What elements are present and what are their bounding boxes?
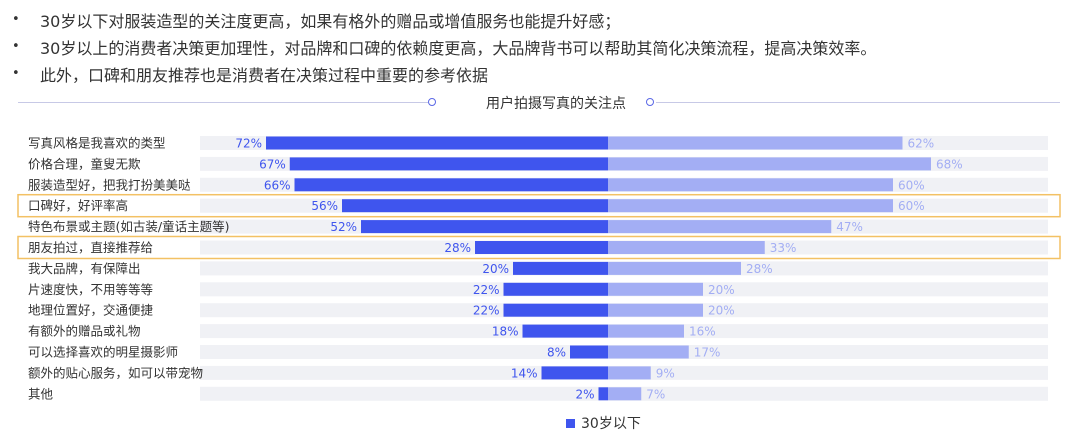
category-label: 片速度快，不用等等等: [28, 282, 153, 297]
bar-left: [513, 261, 608, 275]
header-circle-icon-left: [428, 98, 436, 106]
bar-left: [503, 303, 608, 317]
value-label-right: 60%: [898, 199, 925, 213]
value-label-left: 18%: [492, 325, 519, 339]
bar-left: [266, 136, 608, 150]
header-divider-left: [18, 102, 428, 103]
bar-right: [608, 366, 651, 380]
value-label-left: 28%: [444, 241, 471, 255]
bar-right: [608, 387, 642, 401]
bullet-item: • 此外，口碑和朋友推荐也是消费者在决策过程中重要的参考依据: [12, 60, 1072, 87]
value-label-right: 47%: [836, 220, 863, 234]
category-label: 可以选择喜欢的明星摄影师: [28, 345, 178, 360]
bar-left: [570, 345, 608, 359]
value-label-right: 7%: [646, 387, 665, 401]
bullet-dot: •: [12, 66, 20, 81]
chart-header: 用户拍摄写真的关注点: [18, 92, 1060, 112]
value-label-right: 20%: [708, 283, 735, 297]
category-label: 口碑好，好评率高: [28, 198, 128, 213]
value-label-right: 60%: [898, 178, 925, 192]
header-divider-right: [656, 102, 1060, 103]
value-label-left: 22%: [473, 283, 500, 297]
highlight-frame: [17, 193, 1061, 218]
category-label: 特色布景或主题(如古装/童话主题等): [28, 219, 229, 234]
bullet-item: • 30岁以下对服装造型的关注度更高，如果有格外的赠品或增值服务也能提升好感；: [12, 6, 1072, 33]
category-label: 朋友拍过，直接推荐给: [28, 240, 153, 255]
bullet-dot: •: [12, 39, 20, 54]
value-label-right: 16%: [689, 325, 716, 339]
bar-left: [475, 241, 608, 254]
bar-left: [342, 199, 608, 213]
value-label-left: 72%: [235, 137, 262, 151]
value-label-right: 62%: [908, 137, 935, 151]
bar-left: [522, 324, 608, 338]
bar-right: [608, 241, 765, 254]
category-label: 我大品牌，有保障出: [28, 261, 141, 276]
category-label: 价格合理，童叟无欺: [28, 156, 141, 171]
bar-right: [608, 157, 931, 171]
value-label-left: 52%: [330, 220, 357, 234]
category-label: 写真风格是我喜欢的类型: [28, 136, 166, 151]
bar-right: [608, 136, 903, 150]
bullet-text: 此外，口碑和朋友推荐也是消费者在决策过程中重要的参考依据: [40, 65, 489, 85]
bar-right: [608, 220, 832, 234]
category-label: 地理位置好，交通便捷: [28, 303, 154, 318]
value-label-left: 56%: [311, 199, 338, 213]
bar-left: [503, 282, 608, 296]
value-label-left: 8%: [547, 346, 566, 360]
bar-right: [608, 282, 703, 296]
bar-right: [608, 261, 741, 275]
value-label-right: 20%: [708, 304, 735, 318]
bullet-text: 30岁以上的消费者决策更加理性，对品牌和口碑的依赖度更高，大品牌背书可以帮助其简…: [40, 38, 877, 58]
legend-swatch: [566, 418, 575, 428]
highlight-frame: [17, 235, 1061, 260]
bar-left: [294, 178, 608, 192]
bullet-list: • 30岁以下对服装造型的关注度更高，如果有格外的赠品或增值服务也能提升好感； …: [12, 6, 1072, 87]
bullet-item: • 30岁以上的消费者决策更加理性，对品牌和口碑的依赖度更高，大品牌背书可以帮助…: [12, 33, 1072, 60]
value-label-right: 9%: [656, 366, 675, 380]
value-label-left: 2%: [575, 387, 594, 401]
value-label-right: 68%: [936, 157, 963, 171]
category-label: 有额外的赠品或礼物: [28, 324, 141, 339]
chart-title: 用户拍摄写真的关注点: [486, 96, 626, 112]
bar-right: [608, 178, 893, 192]
bar-right: [608, 345, 689, 359]
bar-left: [598, 387, 608, 401]
header-circle-icon-right: [646, 98, 654, 106]
category-label: 额外的贴心服务，如可以带宠物: [28, 365, 203, 380]
bullet-dot: •: [12, 12, 20, 27]
value-label-right: 33%: [770, 241, 797, 255]
legend-label: 30岁以下: [581, 416, 641, 432]
value-label-right: 17%: [694, 346, 721, 360]
bar-right: [608, 199, 893, 213]
bullet-text: 30岁以下对服装造型的关注度更高，如果有格外的赠品或增值服务也能提升好感；: [40, 11, 621, 31]
category-label: 其他: [28, 386, 54, 401]
chart-legend: 30岁以下: [566, 413, 641, 433]
bar-right: [608, 303, 703, 317]
bar-left: [361, 220, 608, 234]
value-label-left: 22%: [473, 304, 500, 318]
bar-left: [289, 157, 608, 171]
value-label-right: 28%: [746, 262, 773, 276]
bar-left: [541, 366, 608, 380]
value-label-left: 14%: [511, 366, 538, 380]
value-label-left: 67%: [259, 157, 286, 171]
bar-right: [608, 324, 684, 338]
value-label-left: 66%: [264, 178, 291, 192]
value-label-left: 20%: [482, 262, 509, 276]
category-label: 服装造型好，把我打扮美美哒: [28, 177, 191, 192]
